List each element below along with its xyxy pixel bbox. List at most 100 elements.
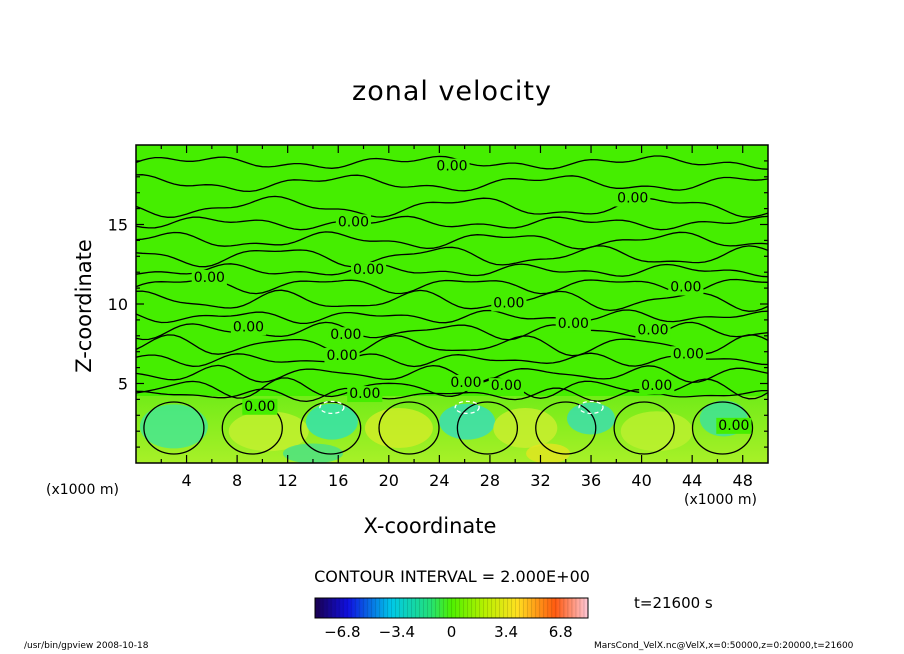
negative-contour: [454, 400, 480, 415]
x-axis-label: X-coordinate: [363, 514, 497, 538]
plot-area: [136, 145, 768, 463]
contour-label: 0.00: [353, 262, 384, 278]
y-tick-label: 10: [108, 295, 128, 314]
contour-label: 0.00: [673, 346, 704, 362]
contour-line: [136, 155, 768, 170]
contour-label-bg: [230, 319, 267, 336]
axis-ticks: [136, 145, 768, 463]
contour-lines: [136, 155, 768, 455]
contour-cell: [535, 401, 597, 455]
contour-label-bg: [639, 378, 675, 395]
contour-label: 0.00: [436, 159, 467, 175]
contour-label-bg: [328, 327, 364, 344]
colorbar-tick-label: −3.4: [379, 623, 415, 641]
contour-cell: [456, 401, 519, 455]
contour-line: [136, 364, 768, 384]
contour-label: 0.00: [349, 386, 380, 402]
y-axis-label: Z-coordinate: [72, 239, 96, 373]
contour-cell: [613, 401, 675, 455]
contour-cell: [378, 401, 440, 455]
time-label: t=21600 s: [634, 594, 713, 612]
colorbar-tick-labels: −6.8 −3.4 0 3.4 6.8: [324, 623, 573, 641]
contour-label-bg: [716, 417, 752, 434]
colorbar-gradient: [315, 598, 588, 618]
contour-interval-text: CONTOUR INTERVAL = 2.000E+00: [314, 567, 590, 586]
contour-cell: [143, 401, 205, 455]
x-tick-label: 36: [581, 471, 601, 490]
contour-line: [136, 245, 768, 268]
colorbar-frame: [314, 597, 589, 619]
contour-label-bg: [335, 214, 371, 231]
contour-label: 0.00: [491, 378, 522, 394]
x-tick-label: 44: [682, 471, 702, 490]
contour-label-bg: [491, 295, 527, 312]
shading-patch: [567, 402, 616, 435]
contour-label-bg: [347, 386, 383, 403]
colorbar-tick-label: 6.8: [549, 623, 573, 641]
shading-patch: [139, 404, 208, 449]
x-tick-label: 32: [530, 471, 550, 490]
contour-line: [136, 387, 768, 403]
shading-patch: [439, 403, 496, 440]
contour-label-bg: [191, 269, 227, 286]
x-tick-label: 48: [733, 471, 753, 490]
contour-line: [136, 231, 768, 250]
contour-label-bg: [350, 262, 387, 279]
negative-contour: [578, 400, 604, 415]
contour-line: [136, 278, 768, 295]
x-tick-label: 8: [232, 471, 242, 490]
shading-patch: [305, 403, 358, 440]
contour-label: 0.00: [493, 295, 524, 311]
colorbar-tick-label: −6.8: [324, 623, 360, 641]
contour-label: 0.00: [637, 322, 668, 338]
contour-line: [136, 289, 768, 312]
contour-line: [136, 215, 768, 231]
shading-patch: [493, 408, 558, 449]
contour-label-bg: [555, 316, 591, 333]
contour-label: 0.00: [617, 190, 648, 206]
contour-labels: 0.000.000.000.000.000.000.000.00 0.00 0.00…: [191, 158, 752, 434]
contour-label: 0.00: [233, 319, 264, 335]
contour-line: [136, 334, 768, 357]
colorbar-stripes: [318, 598, 585, 618]
contour-label: 0.00: [338, 214, 369, 230]
contour-line: [136, 195, 768, 218]
colorbar-tick-label: 0: [447, 623, 457, 641]
y-tick-label: 15: [108, 216, 128, 235]
x-axis-unit: (x1000 m): [684, 492, 757, 508]
contour-label: 0.00: [194, 270, 225, 286]
shading-patch: [228, 411, 309, 452]
contour-line: [136, 263, 768, 278]
shading-patch: [620, 411, 693, 452]
negative-contour: [319, 400, 345, 415]
x-tick-label: 24: [429, 471, 449, 490]
contour-label-bg: [434, 158, 470, 175]
footer-left: /usr/bin/gpview 2008-10-18: [24, 641, 149, 651]
x-tick-label: 28: [480, 471, 500, 490]
contour-line: [136, 174, 768, 193]
shading-patch: [364, 408, 433, 449]
contour-label: 0.00: [330, 327, 361, 343]
contour-label-bg: [668, 279, 704, 296]
x-tick-label: 12: [278, 471, 298, 490]
contour-label: 0.00: [558, 316, 589, 332]
contour-label-bg: [635, 322, 671, 339]
contour-label-bg: [448, 374, 484, 391]
contour-cell: [300, 401, 362, 455]
shading-patches: [139, 400, 748, 463]
x-tick-label: 40: [631, 471, 651, 490]
colorbar: −6.8 −3.4 0 3.4 6.8: [314, 597, 589, 641]
contour-line: [136, 309, 768, 325]
contour-label-bg: [324, 347, 360, 364]
x-tick-label: 4: [181, 471, 191, 490]
contour-label: 0.00: [450, 375, 481, 391]
contour-label: 0.00: [670, 280, 701, 296]
contour-label-bg: [670, 346, 706, 363]
contour-label-bg: [488, 378, 524, 395]
contour-label: 0.00: [718, 418, 749, 434]
contour-label: 0.00: [641, 378, 672, 394]
x-tick-label: 20: [379, 471, 399, 490]
x-tick-label: 16: [328, 471, 348, 490]
